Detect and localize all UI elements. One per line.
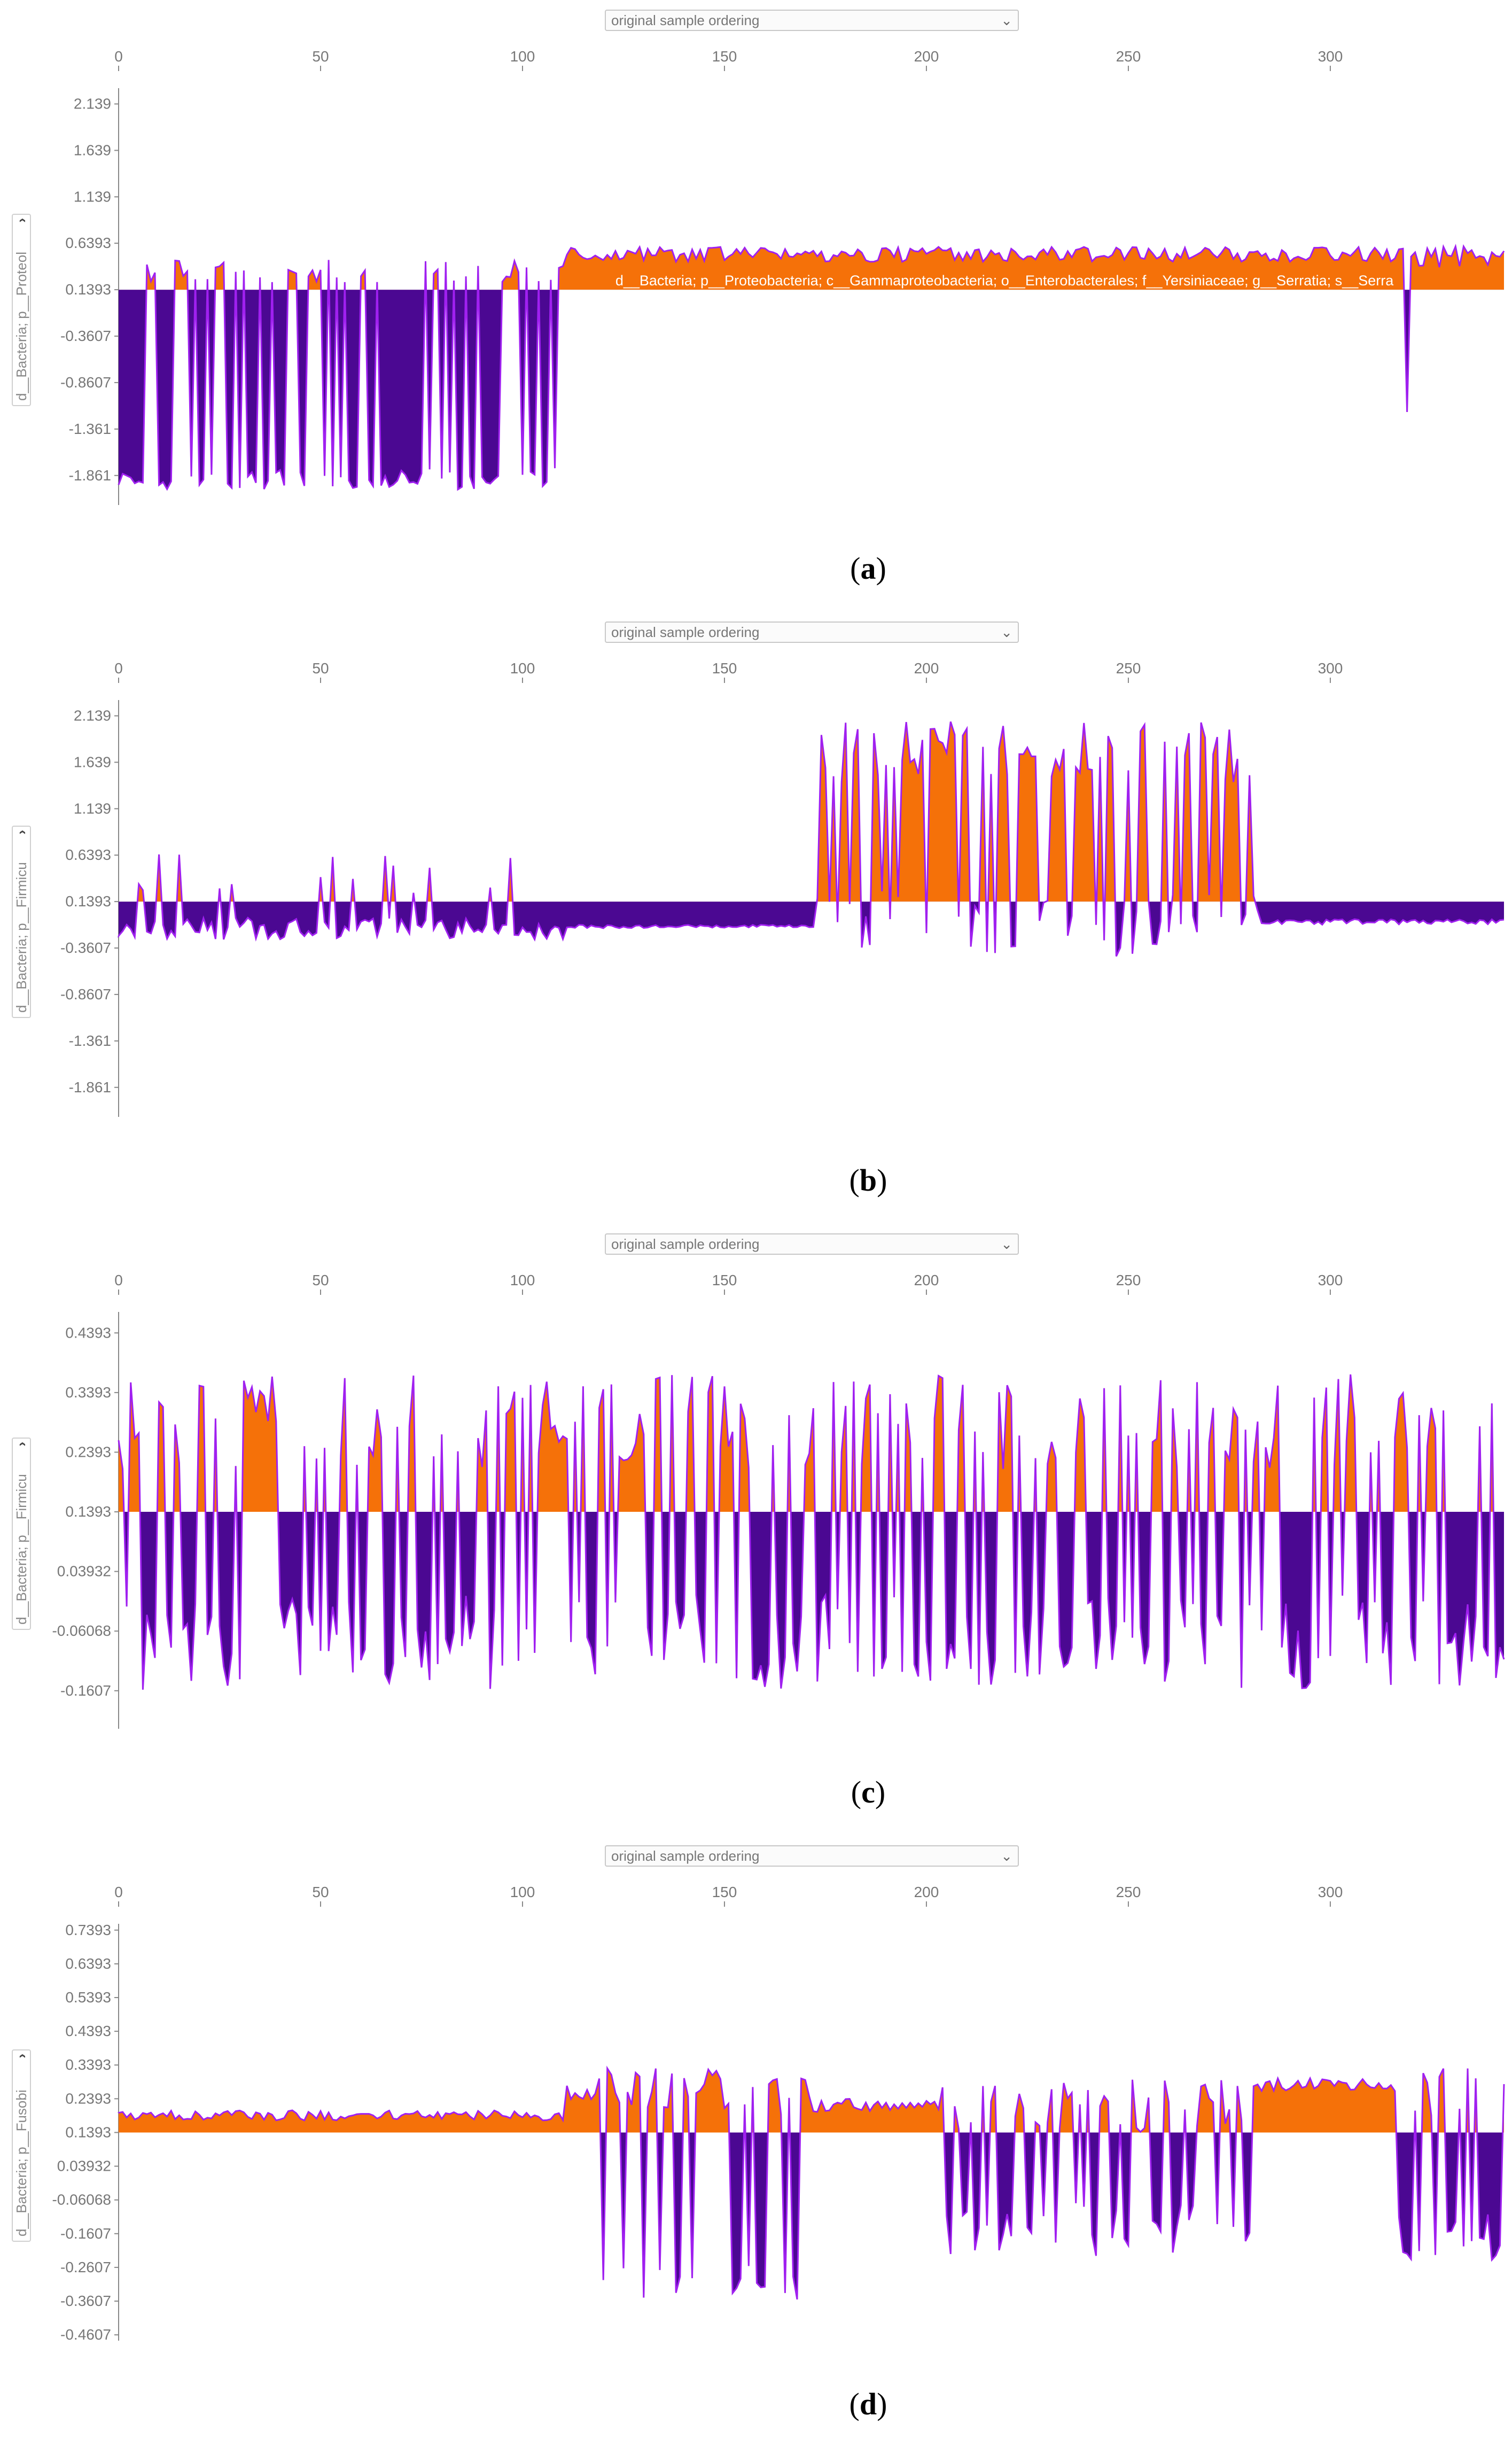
y-tick-label: 0.2393: [65, 1443, 111, 1460]
sample-ordering-value: original sample ordering: [611, 1236, 760, 1252]
series-line: [118, 721, 1505, 957]
y-tick-label: 0.6393: [65, 235, 111, 251]
x-tick-label: 100: [510, 48, 535, 65]
y-tick-label: 1.139: [74, 800, 111, 817]
y-tick-label: 0.3393: [65, 2056, 111, 2073]
x-tick-label: 50: [312, 1884, 329, 1900]
sample-ordering-value: original sample ordering: [611, 1848, 760, 1864]
y-tick-label: 0.1393: [65, 2124, 111, 2140]
y-tick-label: -1.861: [69, 1079, 111, 1096]
x-tick-label: 300: [1318, 48, 1343, 65]
y-tick-label: 0.1393: [65, 1503, 111, 1520]
y-tick-label: 0.1393: [65, 281, 111, 298]
x-tick-label: 250: [1116, 48, 1141, 65]
y-tick-label: 1.639: [74, 142, 111, 158]
chevron-down-icon: ⌄: [1001, 624, 1012, 640]
chart-svg-c: 0 50 100 150 200 250 300 0.4393 0.3393 0.2393 0.13…: [52, 1272, 1505, 1729]
series-line: [118, 2065, 1505, 2300]
series-line: [118, 244, 1505, 491]
x-tick-label: 0: [114, 48, 123, 65]
y-tick-label: 0.4393: [65, 2023, 111, 2039]
y-tick-label: 0.4393: [65, 1324, 111, 1341]
chart-panel-d: original sample ordering ⌄ d__Bacteria; …: [0, 1836, 1512, 2447]
sample-ordering-select[interactable]: original sample ordering ⌄: [605, 1845, 1019, 1867]
sample-ordering-select[interactable]: original sample ordering ⌄: [605, 622, 1019, 643]
x-tick-label: 0: [114, 1272, 123, 1288]
x-tick-label: 150: [712, 1272, 737, 1288]
x-tick-label: 200: [914, 1272, 939, 1288]
y-tick-label: 0.2393: [65, 2090, 111, 2107]
x-tick-label: 250: [1116, 660, 1141, 677]
x-tick-label: 250: [1116, 1272, 1141, 1288]
y-tick-label: 0.5393: [65, 1989, 111, 2006]
y-tick-label: 0.03932: [57, 2158, 111, 2174]
x-tick-label: 200: [914, 1884, 939, 1900]
chart-panel-c: original sample ordering ⌄ d__Bacteria; …: [0, 1224, 1512, 1835]
x-tick-label: 150: [712, 1884, 737, 1900]
chevron-down-icon: ⌄: [1001, 1236, 1012, 1252]
y-tick-label: -0.06068: [52, 1622, 111, 1639]
x-tick-label: 300: [1318, 1884, 1343, 1900]
caption-a: (a): [850, 551, 886, 586]
x-tick-label: 200: [914, 660, 939, 677]
chart-panel-a: original sample ordering ⌄ d__Bacteria; …: [0, 0, 1512, 611]
x-tick-label: 50: [312, 1272, 329, 1288]
y-tick-label: -0.4607: [60, 2326, 111, 2343]
positive-area: [119, 721, 1504, 902]
y-tick-label: 0.1393: [65, 893, 111, 910]
y-tick-label: -0.3607: [60, 328, 111, 344]
chart-svg-d: 0 50 100 150 200 250 300 0.7393 0.6393 0.5393 0.43…: [52, 1884, 1505, 2343]
feature-label: d__Bacteria; p__Proteobacteria; c__Gamma…: [615, 273, 1394, 289]
x-tick-label: 100: [510, 660, 535, 677]
x-tick-label: 50: [312, 660, 329, 677]
y-tick-label: -1.361: [69, 421, 111, 437]
y-tick-label: 0.3393: [65, 1384, 111, 1401]
x-tick-label: 100: [510, 1884, 535, 1900]
y-tick-label: 0.03932: [57, 1563, 111, 1580]
y-tick-label: 0.6393: [65, 1955, 111, 1972]
caption-b: (b): [849, 1163, 887, 1198]
sample-ordering-select[interactable]: original sample ordering ⌄: [605, 10, 1019, 31]
y-tick-label: -0.1607: [60, 2225, 111, 2242]
x-tick-label: 150: [712, 48, 737, 65]
x-tick-label: 200: [914, 48, 939, 65]
chevron-down-icon: ⌄: [1001, 1848, 1012, 1864]
sample-ordering-select[interactable]: original sample ordering ⌄: [605, 1233, 1019, 1255]
y-tick-label: -0.8607: [60, 986, 111, 1003]
y-tick-label: 1.139: [74, 188, 111, 205]
y-tick-label: 0.7393: [65, 1922, 111, 1938]
caption-c: (c): [851, 1775, 886, 1809]
positive-area: [119, 2068, 1504, 2133]
y-tick-label: -0.3607: [60, 939, 111, 956]
x-tick-label: 300: [1318, 660, 1343, 677]
y-tick-label: 2.139: [74, 96, 111, 112]
y-tick-label: -1.861: [69, 467, 111, 484]
y-tick-label: -1.361: [69, 1032, 111, 1049]
y-tick-label: -0.1607: [60, 1682, 111, 1699]
y-tick-label: -0.3607: [60, 2293, 111, 2309]
sample-ordering-value: original sample ordering: [611, 624, 760, 640]
x-tick-label: 0: [114, 660, 123, 677]
positive-area: [119, 1374, 1504, 1512]
y-tick-label: -0.2607: [60, 2259, 111, 2275]
caption-d: (d): [849, 2387, 887, 2421]
y-tick-label: 2.139: [74, 708, 111, 724]
x-tick-label: 300: [1318, 1272, 1343, 1288]
x-tick-label: 0: [114, 1884, 123, 1900]
chart-svg-a: 0 50 100 150 200 250 300 2.139 1.639 1.139 0.6393 0…: [60, 48, 1505, 505]
y-tick-label: 1.639: [74, 753, 111, 770]
y-tick-label: 0.6393: [65, 846, 111, 863]
x-tick-label: 150: [712, 660, 737, 677]
x-tick-label: 250: [1116, 1884, 1141, 1900]
sample-ordering-value: original sample ordering: [611, 12, 760, 28]
series-line: [118, 1374, 1505, 1690]
y-tick-label: -0.06068: [52, 2192, 111, 2208]
chevron-down-icon: ⌄: [1001, 12, 1012, 28]
chart-svg-b: 0 50 100 150 200 250 300 2.139 1.639 1.139 0.6393 0…: [60, 660, 1505, 1117]
chart-panel-b: original sample ordering ⌄ d__Bacteria; …: [0, 612, 1512, 1223]
y-tick-label: -0.8607: [60, 374, 111, 391]
x-tick-label: 100: [510, 1272, 535, 1288]
x-tick-label: 50: [312, 48, 329, 65]
